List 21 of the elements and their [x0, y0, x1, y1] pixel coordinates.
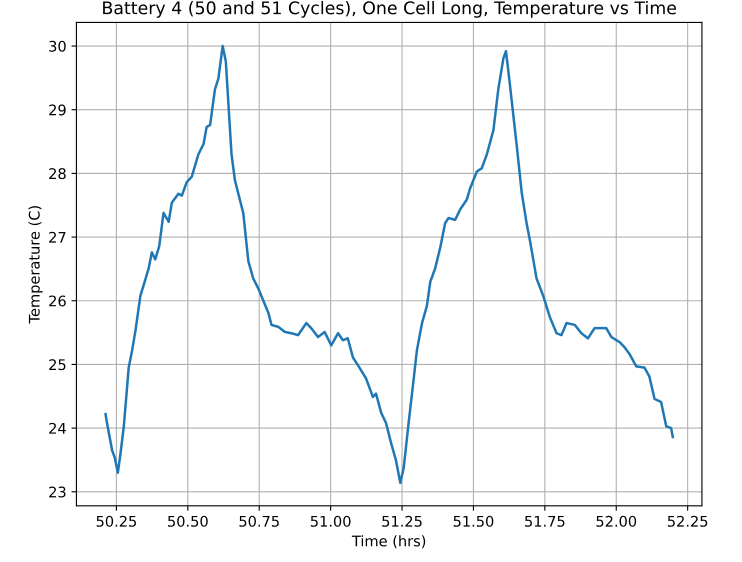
x-tick-label: 52.25 — [668, 516, 708, 527]
y-tick-label: 27 — [49, 232, 66, 243]
x-tick-label: 52.00 — [596, 516, 636, 527]
chart-title: Battery 4 (50 and 51 Cycles), One Cell Long, Temperature vs Time — [103, 0, 676, 18]
y-tick-label: 28 — [49, 168, 66, 180]
x-tick-label: 50.75 — [239, 516, 279, 527]
y-tick-label: 23 — [49, 486, 66, 498]
x-tick-label: 51.50 — [454, 516, 494, 527]
x-tick-label: 50.50 — [168, 516, 208, 527]
y-tick-label: 26 — [49, 295, 66, 307]
x-tick-label: 51.25 — [382, 516, 422, 527]
x-axis-title: Time (hrs) — [352, 535, 426, 548]
y-axis-title: Temperature (C) — [28, 206, 43, 324]
y-tick-label: 25 — [49, 359, 66, 370]
x-tick-label: 51.00 — [310, 516, 351, 527]
y-tick-label: 30 — [49, 40, 66, 52]
y-tick-label: 29 — [49, 104, 66, 116]
x-tick-label: 51.75 — [525, 516, 564, 527]
y-tick-label: 24 — [49, 422, 66, 434]
x-tick-label: 50.25 — [96, 516, 136, 527]
line-series — [104, 44, 674, 484]
